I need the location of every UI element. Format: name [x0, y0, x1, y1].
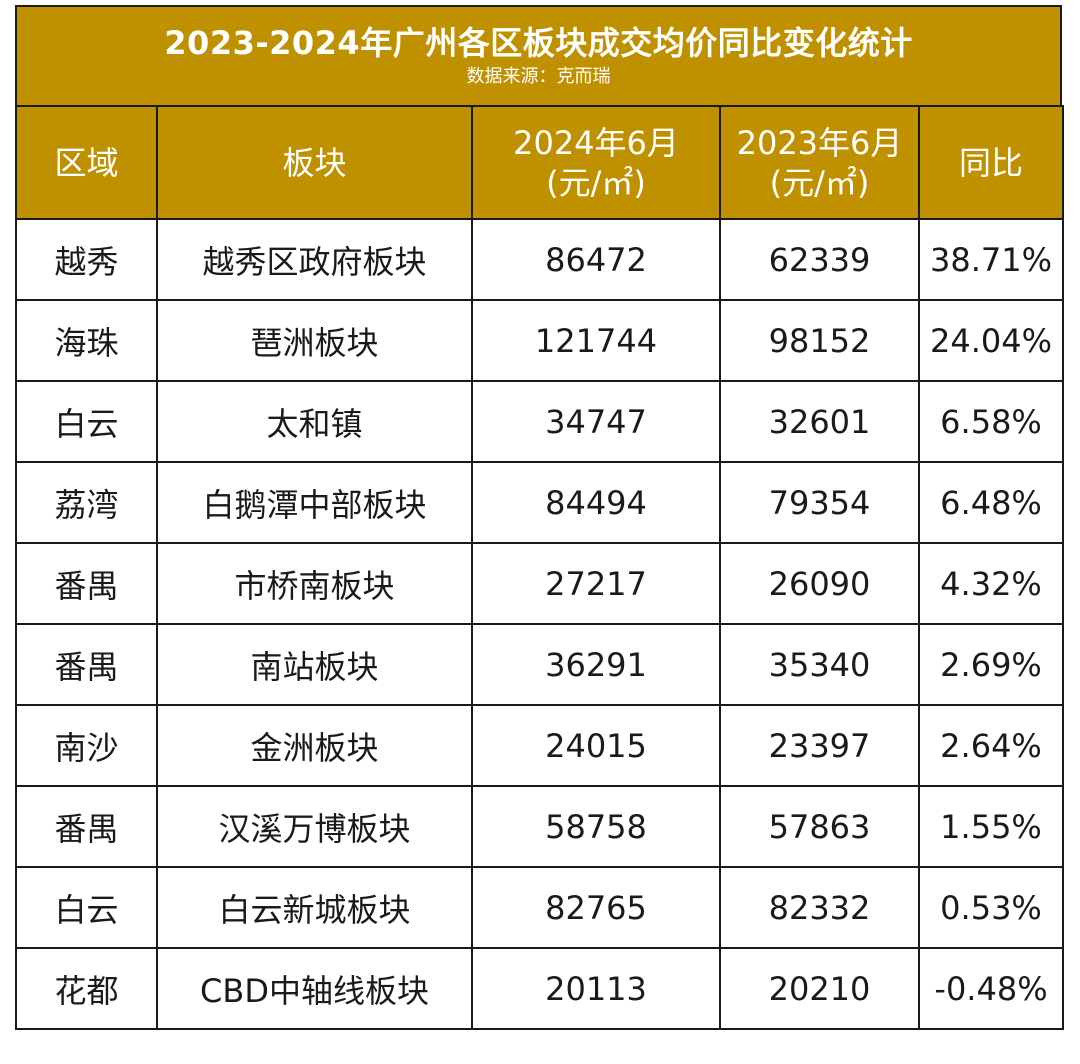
header-block: 板块 — [156, 105, 473, 220]
yoy-cell: 1.55% — [918, 785, 1064, 868]
table-row: 南沙 金洲板块 24015 23397 2.64% — [15, 704, 1064, 787]
table-row: 番禺 汉溪万博板块 58758 57863 1.55% — [15, 785, 1064, 868]
header-2024-price-label: 2024年6月 (元/㎡) — [513, 123, 679, 202]
district-cell: 白云 — [15, 380, 158, 463]
table-row: 荔湾 白鹅潭中部板块 84494 79354 6.48% — [15, 461, 1064, 544]
table-row: 白云 白云新城板块 82765 82332 0.53% — [15, 866, 1064, 949]
price-2024-cell: 20113 — [471, 947, 721, 1030]
table-container: 2023-2024年广州各区板块成交均价同比变化统计 数据来源：克而瑞 区域 板… — [15, 5, 1064, 1030]
table-row: 越秀 越秀区政府板块 86472 62339 38.71% — [15, 218, 1064, 301]
yoy-cell: 6.48% — [918, 461, 1064, 544]
price-2023-cell: 57863 — [719, 785, 920, 868]
yoy-cell: -0.48% — [918, 947, 1064, 1030]
header-2024-price: 2024年6月 (元/㎡) — [471, 105, 721, 220]
yoy-cell: 0.53% — [918, 866, 1064, 949]
header-2023-price-label: 2023年6月 (元/㎡) — [736, 123, 903, 202]
yoy-cell: 6.58% — [918, 380, 1064, 463]
block-cell: 白云新城板块 — [156, 866, 473, 949]
district-cell: 番禺 — [15, 785, 158, 868]
price-table: 区域 板块 2024年6月 (元/㎡) 2023年6月 (元/㎡) 同比 越秀 越秀区… — [15, 105, 1064, 1030]
table-title: 2023-2024年广州各区板块成交均价同比变化统计 — [164, 24, 913, 62]
price-2024-cell: 58758 — [471, 785, 721, 868]
title-band: 2023-2024年广州各区板块成交均价同比变化统计 数据来源：克而瑞 — [15, 5, 1062, 105]
yoy-cell: 2.69% — [918, 623, 1064, 706]
price-2024-cell: 121744 — [471, 299, 721, 382]
block-cell: 南站板块 — [156, 623, 473, 706]
district-cell: 越秀 — [15, 218, 158, 301]
yoy-cell: 2.64% — [918, 704, 1064, 787]
header-district: 区域 — [15, 105, 158, 220]
table-row: 海珠 琶洲板块 121744 98152 24.04% — [15, 299, 1064, 382]
price-2024-cell: 24015 — [471, 704, 721, 787]
price-2023-cell: 32601 — [719, 380, 920, 463]
header-row: 区域 板块 2024年6月 (元/㎡) 2023年6月 (元/㎡) 同比 — [15, 105, 1064, 220]
table-row: 白云 太和镇 34747 32601 6.58% — [15, 380, 1064, 463]
price-2024-cell: 36291 — [471, 623, 721, 706]
district-cell: 花都 — [15, 947, 158, 1030]
yoy-cell: 24.04% — [918, 299, 1064, 382]
price-2024-cell: 82765 — [471, 866, 721, 949]
block-cell: 汉溪万博板块 — [156, 785, 473, 868]
price-2023-cell: 26090 — [719, 542, 920, 625]
table-row: 番禺 南站板块 36291 35340 2.69% — [15, 623, 1064, 706]
price-2023-cell: 20210 — [719, 947, 920, 1030]
header-yoy: 同比 — [918, 105, 1064, 220]
price-2024-cell: 34747 — [471, 380, 721, 463]
price-2024-cell: 27217 — [471, 542, 721, 625]
price-2024-cell: 86472 — [471, 218, 721, 301]
price-2023-cell: 62339 — [719, 218, 920, 301]
price-2023-cell: 82332 — [719, 866, 920, 949]
table-row: 花都 CBD中轴线板块 20113 20210 -0.48% — [15, 947, 1064, 1030]
price-2023-cell: 98152 — [719, 299, 920, 382]
district-cell: 番禺 — [15, 623, 158, 706]
header-2023-price: 2023年6月 (元/㎡) — [719, 105, 920, 220]
table-subtitle: 数据来源：克而瑞 — [466, 66, 611, 87]
price-2023-cell: 23397 — [719, 704, 920, 787]
yoy-cell: 38.71% — [918, 218, 1064, 301]
block-cell: CBD中轴线板块 — [156, 947, 473, 1030]
table-body: 越秀 越秀区政府板块 86472 62339 38.71% 海珠 琶洲板块 121744 981… — [15, 218, 1064, 1030]
table-row: 番禺 市桥南板块 27217 26090 4.32% — [15, 542, 1064, 625]
district-cell: 南沙 — [15, 704, 158, 787]
block-cell: 白鹅潭中部板块 — [156, 461, 473, 544]
district-cell: 海珠 — [15, 299, 158, 382]
block-cell: 太和镇 — [156, 380, 473, 463]
block-cell: 市桥南板块 — [156, 542, 473, 625]
price-2024-cell: 84494 — [471, 461, 721, 544]
block-cell: 金洲板块 — [156, 704, 473, 787]
district-cell: 白云 — [15, 866, 158, 949]
block-cell: 琶洲板块 — [156, 299, 473, 382]
district-cell: 荔湾 — [15, 461, 158, 544]
district-cell: 番禺 — [15, 542, 158, 625]
price-2023-cell: 35340 — [719, 623, 920, 706]
price-2023-cell: 79354 — [719, 461, 920, 544]
yoy-cell: 4.32% — [918, 542, 1064, 625]
block-cell: 越秀区政府板块 — [156, 218, 473, 301]
